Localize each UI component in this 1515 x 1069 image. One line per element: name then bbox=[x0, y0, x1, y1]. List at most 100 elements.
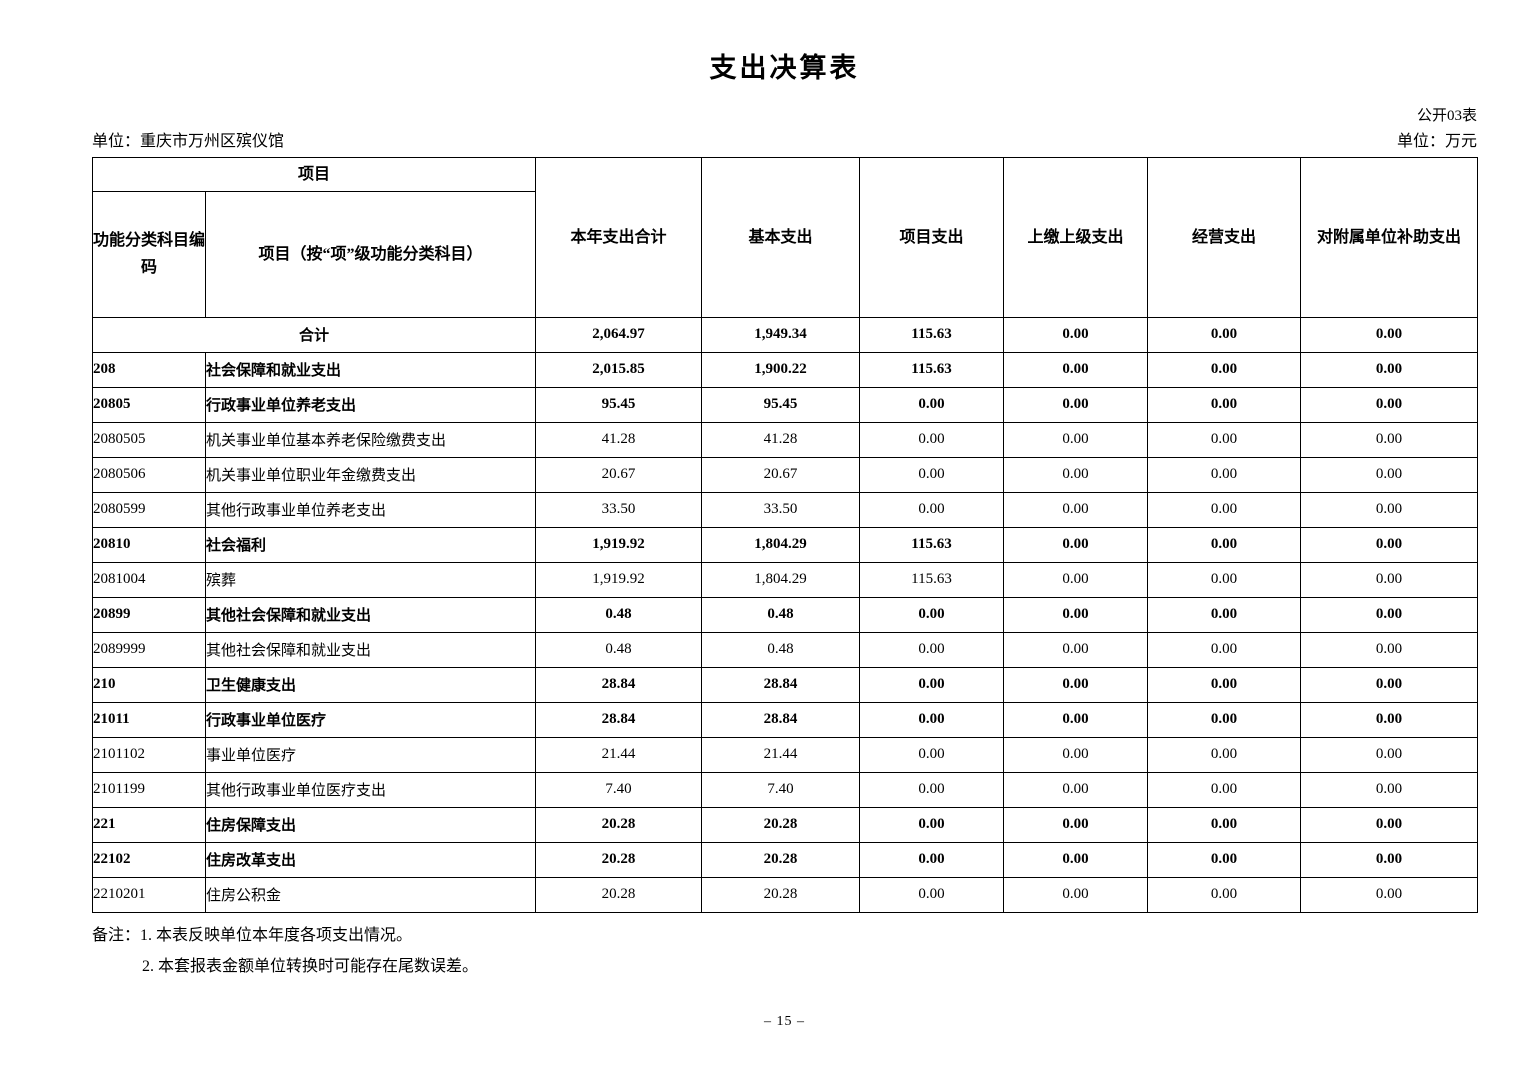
value-cell: 115.63 bbox=[859, 561, 1005, 598]
value-cell: 7.40 bbox=[701, 771, 861, 808]
value-cell: 0.00 bbox=[1147, 526, 1302, 563]
note-line: 备注：1. 本表反映单位本年度各项支出情况。 bbox=[92, 926, 413, 944]
value-cell: 20.28 bbox=[535, 806, 703, 843]
table-row: 221 住房保障支出 20.28 20.28 0.00 0.00 0.00 0.00 bbox=[92, 806, 1479, 843]
value-cell: 41.28 bbox=[701, 421, 861, 458]
value-cell: 1,900.22 bbox=[701, 351, 861, 388]
value-cell: 95.45 bbox=[701, 386, 861, 423]
value-cell: 0.00 bbox=[1300, 456, 1479, 493]
value-cell: 20.28 bbox=[701, 841, 861, 878]
header-function-code: 功能分类科目编码 bbox=[92, 190, 206, 318]
table-row: 210 卫生健康支出 28.84 28.84 0.00 0.00 0.00 0.00 bbox=[92, 666, 1479, 703]
function-code-cell: 2210201 bbox=[92, 876, 206, 913]
item-name-cell: 行政事业单位养老支出 bbox=[204, 386, 537, 423]
value-cell: 0.00 bbox=[1300, 841, 1479, 878]
value-cell: 0.00 bbox=[1003, 491, 1149, 528]
value-cell: 20.67 bbox=[701, 456, 861, 493]
value-cell: 0.48 bbox=[535, 596, 703, 633]
value-cell: 0.00 bbox=[1003, 771, 1149, 808]
function-code-cell: 2101199 bbox=[92, 771, 206, 808]
value-cell: 0.00 bbox=[1147, 631, 1302, 668]
notes: 备注：1. 本表反映单位本年度各项支出情况。 2. 本套报表金额单位转换时可能存… bbox=[92, 920, 1477, 982]
table-row: 2101102 事业单位医疗 21.44 21.44 0.00 0.00 0.00 0.00 bbox=[92, 736, 1479, 773]
value-cell: 0.00 bbox=[1300, 736, 1479, 773]
value-cell: 0.00 bbox=[1003, 631, 1149, 668]
value-cell: 0.00 bbox=[1147, 491, 1302, 528]
header-item-name: 项目（按“项”级功能分类科目） bbox=[204, 190, 537, 318]
table-code-label: 公开03表 bbox=[1416, 107, 1477, 124]
note-line: 2. 本套报表金额单位转换时可能存在尾数误差。 bbox=[142, 957, 479, 975]
value-cell: 2,015.85 bbox=[535, 351, 703, 388]
value-cell: 0.00 bbox=[1300, 876, 1479, 913]
value-cell: 0.00 bbox=[859, 456, 1005, 493]
value-cell: 21.44 bbox=[701, 736, 861, 773]
value-cell: 0.00 bbox=[1147, 701, 1302, 738]
table-row: 2081004 殡葬 1,919.92 1,804.29 115.63 0.00 0.00 0… bbox=[92, 561, 1479, 598]
page-title: 支出决算表 bbox=[709, 53, 860, 83]
value-cell: 0.00 bbox=[1300, 526, 1479, 563]
header-project-group: 项目 bbox=[91, 156, 537, 192]
value-cell: 0.00 bbox=[1003, 841, 1149, 878]
item-name-cell: 住房公积金 bbox=[204, 876, 537, 913]
item-name-cell: 住房改革支出 bbox=[204, 841, 537, 878]
value-cell: 20.28 bbox=[701, 876, 861, 913]
header-col-upward: 上缴上级支出 bbox=[1003, 156, 1149, 318]
value-cell: 0.00 bbox=[1300, 771, 1479, 808]
value-cell: 1,949.34 bbox=[701, 316, 861, 353]
table-row: 2080599 其他行政事业单位养老支出 33.50 33.50 0.00 0.00 0.0… bbox=[92, 491, 1479, 528]
table-row: 2210201 住房公积金 20.28 20.28 0.00 0.00 0.00 0.00 bbox=[92, 876, 1479, 913]
value-cell: 0.00 bbox=[1300, 316, 1479, 353]
function-code-cell: 210 bbox=[92, 666, 206, 703]
value-cell: 0.00 bbox=[1003, 876, 1149, 913]
value-cell: 0.00 bbox=[1147, 316, 1302, 353]
value-cell: 115.63 bbox=[859, 526, 1005, 563]
table-header: 项目 本年支出合计 基本支出 项目支出 上缴上级支出 经营支出 对附属单位补助支… bbox=[91, 156, 1479, 318]
header-col-subsidy: 对附属单位补助支出 bbox=[1300, 156, 1479, 318]
value-cell: 0.00 bbox=[859, 491, 1005, 528]
value-cell: 28.84 bbox=[701, 701, 861, 738]
unit-label: 单位：重庆市万州区殡仪馆 bbox=[92, 132, 285, 150]
value-cell: 0.00 bbox=[1147, 421, 1302, 458]
value-cell: 1,919.92 bbox=[535, 526, 703, 563]
currency-unit-label: 单位：万元 bbox=[1396, 132, 1477, 150]
item-name-cell: 卫生健康支出 bbox=[204, 666, 537, 703]
function-code-cell: 208 bbox=[92, 351, 206, 388]
meta-row: 单位：重庆市万州区殡仪馆 单位：万元 bbox=[92, 132, 1477, 152]
value-cell: 0.00 bbox=[1003, 666, 1149, 703]
value-cell: 0.00 bbox=[1300, 386, 1479, 423]
table-row: 22102 住房改革支出 20.28 20.28 0.00 0.00 0.00 0.00 bbox=[92, 841, 1479, 878]
value-cell: 0.00 bbox=[859, 841, 1005, 878]
value-cell: 0.00 bbox=[1300, 491, 1479, 528]
function-code-cell: 2081004 bbox=[92, 561, 206, 598]
function-code-cell: 21011 bbox=[92, 701, 206, 738]
item-name-cell: 其他社会保障和就业支出 bbox=[204, 596, 537, 633]
item-name-cell: 行政事业单位医疗 bbox=[204, 701, 537, 738]
function-code-cell: 2080506 bbox=[92, 456, 206, 493]
value-cell: 0.00 bbox=[1300, 666, 1479, 703]
value-cell: 0.48 bbox=[535, 631, 703, 668]
value-cell: 28.84 bbox=[535, 701, 703, 738]
value-cell: 0.00 bbox=[1147, 876, 1302, 913]
table-row: 2080506 机关事业单位职业年金缴费支出 20.67 20.67 0.00 0.00 0… bbox=[92, 456, 1479, 493]
item-name-cell: 社会保障和就业支出 bbox=[204, 351, 537, 388]
value-cell: 0.00 bbox=[1003, 736, 1149, 773]
value-cell: 0.00 bbox=[1003, 421, 1149, 458]
value-cell: 0.00 bbox=[1147, 841, 1302, 878]
function-code-cell: 2101102 bbox=[92, 736, 206, 773]
value-cell: 0.00 bbox=[1003, 456, 1149, 493]
value-cell: 0.00 bbox=[1300, 806, 1479, 843]
value-cell: 0.00 bbox=[1003, 596, 1149, 633]
value-cell: 2,064.97 bbox=[535, 316, 703, 353]
table-body: 合计 2,064.97 1,949.34 115.63 0.00 0.00 0.00 208 社… bbox=[91, 316, 1479, 913]
function-code-cell: 2080505 bbox=[92, 421, 206, 458]
function-code-cell: 221 bbox=[92, 806, 206, 843]
function-code-cell: 20899 bbox=[92, 596, 206, 633]
value-cell: 0.00 bbox=[1003, 386, 1149, 423]
value-cell: 0.00 bbox=[1003, 806, 1149, 843]
value-cell: 0.00 bbox=[1003, 316, 1149, 353]
value-cell: 1,804.29 bbox=[701, 526, 861, 563]
table-row: 208 社会保障和就业支出 2,015.85 1,900.22 115.63 0.00 0.… bbox=[92, 351, 1479, 388]
value-cell: 1,804.29 bbox=[701, 561, 861, 598]
value-cell: 0.00 bbox=[1300, 351, 1479, 388]
value-cell: 20.28 bbox=[535, 876, 703, 913]
